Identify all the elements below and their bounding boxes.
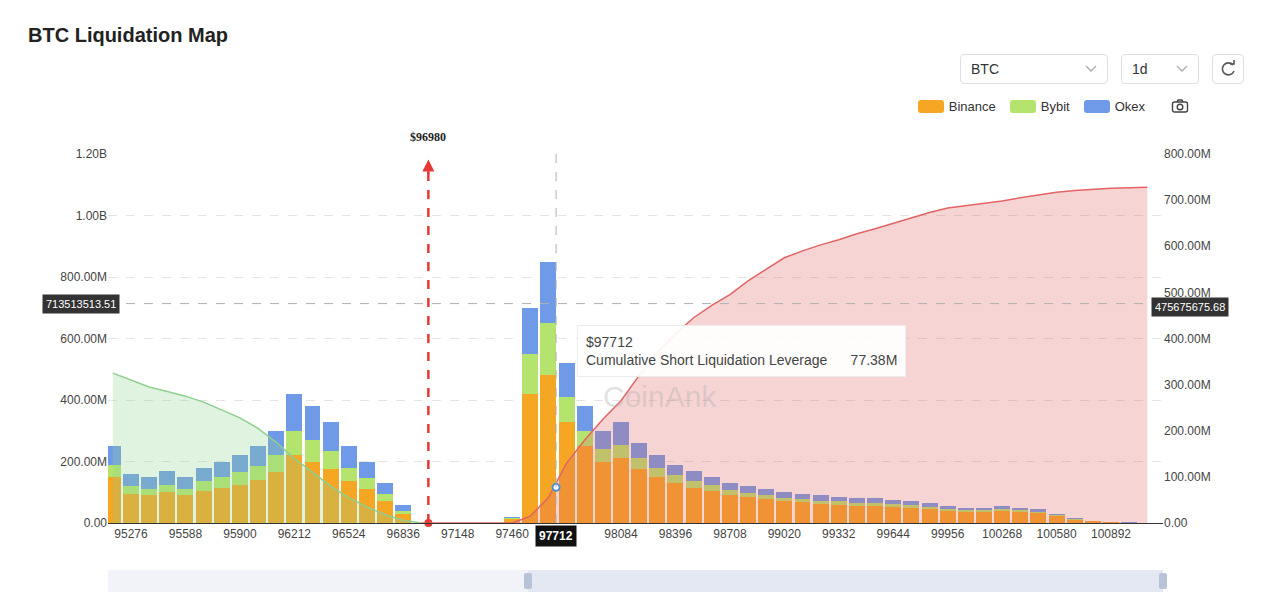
svg-text:97712: 97712: [539, 529, 573, 543]
svg-text:99020: 99020: [768, 527, 802, 541]
svg-text:95900: 95900: [223, 527, 257, 541]
svg-text:800.00M: 800.00M: [60, 270, 107, 284]
svg-text:475675675.68: 475675675.68: [1155, 301, 1225, 313]
svg-text:100580: 100580: [1037, 527, 1077, 541]
svg-text:600.00M: 600.00M: [1164, 239, 1211, 253]
svg-text:600.00M: 600.00M: [60, 332, 107, 346]
svg-text:96212: 96212: [278, 527, 312, 541]
svg-text:97460: 97460: [495, 527, 529, 541]
html-text:1d: 1d: [1132, 61, 1148, 77]
svg-text:$97712Cumulative Short Liquida: $97712Cumulative Short Liquidation Lever…: [586, 334, 897, 368]
svg-text:CoinAnk: CoinAnk: [603, 380, 717, 413]
svg-text:800.00M: 800.00M: [1164, 147, 1211, 161]
html-text:BTC Liquidation Map: BTC Liquidation Map: [28, 24, 228, 46]
svg-text:400.00M: 400.00M: [1164, 332, 1211, 346]
svg-text:100892: 100892: [1091, 527, 1131, 541]
svg-text:700.00M: 700.00M: [1164, 193, 1211, 207]
html-text:Bybit: Bybit: [1040, 98, 1070, 114]
svg-text:98396: 98396: [659, 527, 693, 541]
svg-text:98084: 98084: [604, 527, 638, 541]
svg-text:98708: 98708: [713, 527, 747, 541]
svg-text:1.00B: 1.00B: [76, 209, 107, 223]
html-text:BTC: BTC: [971, 61, 999, 77]
svg-text:96524: 96524: [332, 527, 366, 541]
svg-text:96836: 96836: [387, 527, 421, 541]
svg-text:500.00M: 500.00M: [1164, 286, 1211, 300]
svg-text:100268: 100268: [982, 527, 1022, 541]
svg-text:97148: 97148: [441, 527, 475, 541]
svg-text:1.20B: 1.20B: [76, 147, 107, 161]
svg-text:100.00M: 100.00M: [1164, 470, 1211, 484]
svg-text:95276: 95276: [114, 527, 148, 541]
svg-text:713513513.51: 713513513.51: [46, 298, 116, 310]
svg-text:400.00M: 400.00M: [60, 393, 107, 407]
svg-text:0.00: 0.00: [84, 516, 108, 530]
html-text:Binance: Binance: [948, 98, 996, 114]
svg-text:200.00M: 200.00M: [60, 455, 107, 469]
svg-text:99956: 99956: [931, 527, 965, 541]
svg-text:300.00M: 300.00M: [1164, 378, 1211, 392]
svg-text:95588: 95588: [169, 527, 203, 541]
svg-text:$96980: $96980: [410, 130, 446, 144]
svg-text:200.00M: 200.00M: [1164, 424, 1211, 438]
svg-text:99332: 99332: [822, 527, 856, 541]
html-text:Okex: Okex: [1114, 98, 1145, 114]
svg-text:0.00: 0.00: [1164, 516, 1188, 530]
svg-text:99644: 99644: [877, 527, 911, 541]
